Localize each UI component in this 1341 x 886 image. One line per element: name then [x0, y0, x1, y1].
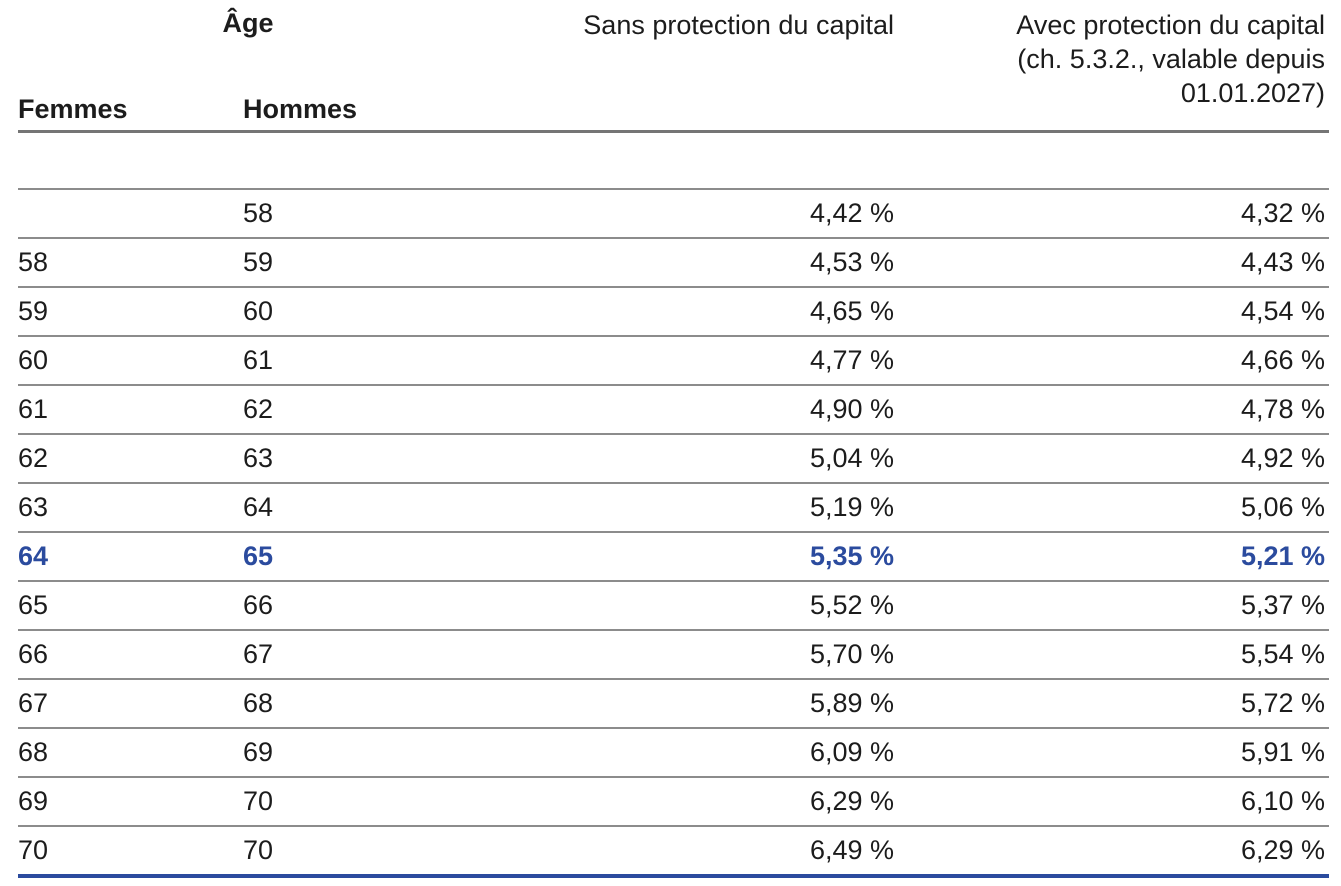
- table-row: 58 59 4,53 % 4,43 %: [18, 238, 1329, 288]
- cell-age-hommes: 69: [243, 728, 478, 778]
- spacer-row: [18, 133, 1329, 190]
- cell-age-hommes: 66: [243, 581, 478, 631]
- conversion-rates-page: Âge Sans protection du capital Avec prot…: [18, 0, 1329, 878]
- cell-age-femmes: 70: [18, 826, 243, 878]
- conversion-rate-table: 58 4,42 % 4,32 % 58 59 4,53 % 4,43 % 59 …: [18, 133, 1329, 878]
- table-row: 58 4,42 % 4,32 %: [18, 189, 1329, 239]
- table-row: 68 69 6,09 % 5,91 %: [18, 728, 1329, 778]
- cell-rate-sans-protection: 6,09 %: [478, 728, 898, 778]
- cell-rate-avec-protection: 4,43 %: [898, 238, 1329, 288]
- spacer-cell: [478, 133, 898, 190]
- table-row: 69 70 6,29 % 6,10 %: [18, 777, 1329, 827]
- cell-rate-sans-protection: 5,04 %: [478, 434, 898, 484]
- cell-rate-sans-protection: 4,65 %: [478, 287, 898, 337]
- cell-age-femmes: [18, 189, 243, 239]
- table-row: 64 65 5,35 % 5,21 %: [18, 532, 1329, 582]
- cell-age-femmes: 66: [18, 630, 243, 680]
- column-header-avec-protection: Avec protection du capital (ch. 5.3.2., …: [898, 6, 1329, 130]
- cell-age-femmes: 60: [18, 336, 243, 386]
- avec-protection-line2: (ch. 5.3.2., valable depuis: [1017, 44, 1325, 74]
- cell-rate-sans-protection: 4,42 %: [478, 189, 898, 239]
- age-group-header: Âge: [222, 8, 274, 38]
- cell-rate-avec-protection: 4,78 %: [898, 385, 1329, 435]
- table-row: 62 63 5,04 % 4,92 %: [18, 434, 1329, 484]
- table-row: 70 70 6,49 % 6,29 %: [18, 826, 1329, 878]
- cell-age-femmes: 63: [18, 483, 243, 533]
- table-row: 59 60 4,65 % 4,54 %: [18, 287, 1329, 337]
- cell-rate-sans-protection: 5,35 %: [478, 532, 898, 582]
- cell-age-femmes: 62: [18, 434, 243, 484]
- cell-rate-sans-protection: 6,29 %: [478, 777, 898, 827]
- table-row: 66 67 5,70 % 5,54 %: [18, 630, 1329, 680]
- avec-protection-line3: 01.01.2027): [1180, 78, 1325, 108]
- table-body: 58 4,42 % 4,32 % 58 59 4,53 % 4,43 % 59 …: [18, 133, 1329, 878]
- cell-age-hommes: 65: [243, 532, 478, 582]
- cell-age-femmes: 67: [18, 679, 243, 729]
- cell-rate-sans-protection: 5,52 %: [478, 581, 898, 631]
- cell-age-hommes: 70: [243, 777, 478, 827]
- table-row: 63 64 5,19 % 5,06 %: [18, 483, 1329, 533]
- cell-age-hommes: 68: [243, 679, 478, 729]
- cell-age-hommes: 64: [243, 483, 478, 533]
- cell-rate-avec-protection: 5,72 %: [898, 679, 1329, 729]
- cell-age-femmes: 64: [18, 532, 243, 582]
- cell-rate-sans-protection: 4,77 %: [478, 336, 898, 386]
- cell-rate-sans-protection: 6,49 %: [478, 826, 898, 878]
- column-header-hommes: Hommes: [243, 94, 358, 124]
- cell-age-femmes: 65: [18, 581, 243, 631]
- table-header: Âge Sans protection du capital Avec prot…: [18, 6, 1329, 133]
- cell-rate-sans-protection: 4,53 %: [478, 238, 898, 288]
- cell-rate-avec-protection: 4,32 %: [898, 189, 1329, 239]
- spacer-cell: [898, 133, 1329, 190]
- cell-rate-avec-protection: 5,37 %: [898, 581, 1329, 631]
- spacer-cell: [18, 133, 243, 190]
- cell-rate-avec-protection: 4,92 %: [898, 434, 1329, 484]
- cell-age-femmes: 69: [18, 777, 243, 827]
- cell-age-femmes: 58: [18, 238, 243, 288]
- column-header-sans-protection: Sans protection du capital: [583, 10, 894, 40]
- table-row: 65 66 5,52 % 5,37 %: [18, 581, 1329, 631]
- cell-rate-sans-protection: 4,90 %: [478, 385, 898, 435]
- cell-rate-sans-protection: 5,89 %: [478, 679, 898, 729]
- cell-age-hommes: 60: [243, 287, 478, 337]
- avec-protection-line1: Avec protection du capital: [1016, 10, 1325, 40]
- spacer-cell: [243, 133, 478, 190]
- cell-rate-avec-protection: 4,54 %: [898, 287, 1329, 337]
- cell-age-hommes: 70: [243, 826, 478, 878]
- cell-age-hommes: 67: [243, 630, 478, 680]
- cell-rate-sans-protection: 5,70 %: [478, 630, 898, 680]
- cell-age-hommes: 62: [243, 385, 478, 435]
- cell-age-femmes: 68: [18, 728, 243, 778]
- cell-rate-avec-protection: 5,06 %: [898, 483, 1329, 533]
- cell-rate-avec-protection: 6,10 %: [898, 777, 1329, 827]
- cell-rate-avec-protection: 5,91 %: [898, 728, 1329, 778]
- cell-age-hommes: 59: [243, 238, 478, 288]
- table-row: 60 61 4,77 % 4,66 %: [18, 336, 1329, 386]
- cell-rate-avec-protection: 5,21 %: [898, 532, 1329, 582]
- cell-age-hommes: 61: [243, 336, 478, 386]
- cell-age-femmes: 61: [18, 385, 243, 435]
- table-row: 61 62 4,90 % 4,78 %: [18, 385, 1329, 435]
- table-row: 67 68 5,89 % 5,72 %: [18, 679, 1329, 729]
- cell-age-femmes: 59: [18, 287, 243, 337]
- cell-age-hommes: 63: [243, 434, 478, 484]
- cell-age-hommes: 58: [243, 189, 478, 239]
- column-header-femmes: Femmes: [18, 94, 128, 124]
- cell-rate-avec-protection: 6,29 %: [898, 826, 1329, 878]
- cell-rate-avec-protection: 5,54 %: [898, 630, 1329, 680]
- cell-rate-sans-protection: 5,19 %: [478, 483, 898, 533]
- cell-rate-avec-protection: 4,66 %: [898, 336, 1329, 386]
